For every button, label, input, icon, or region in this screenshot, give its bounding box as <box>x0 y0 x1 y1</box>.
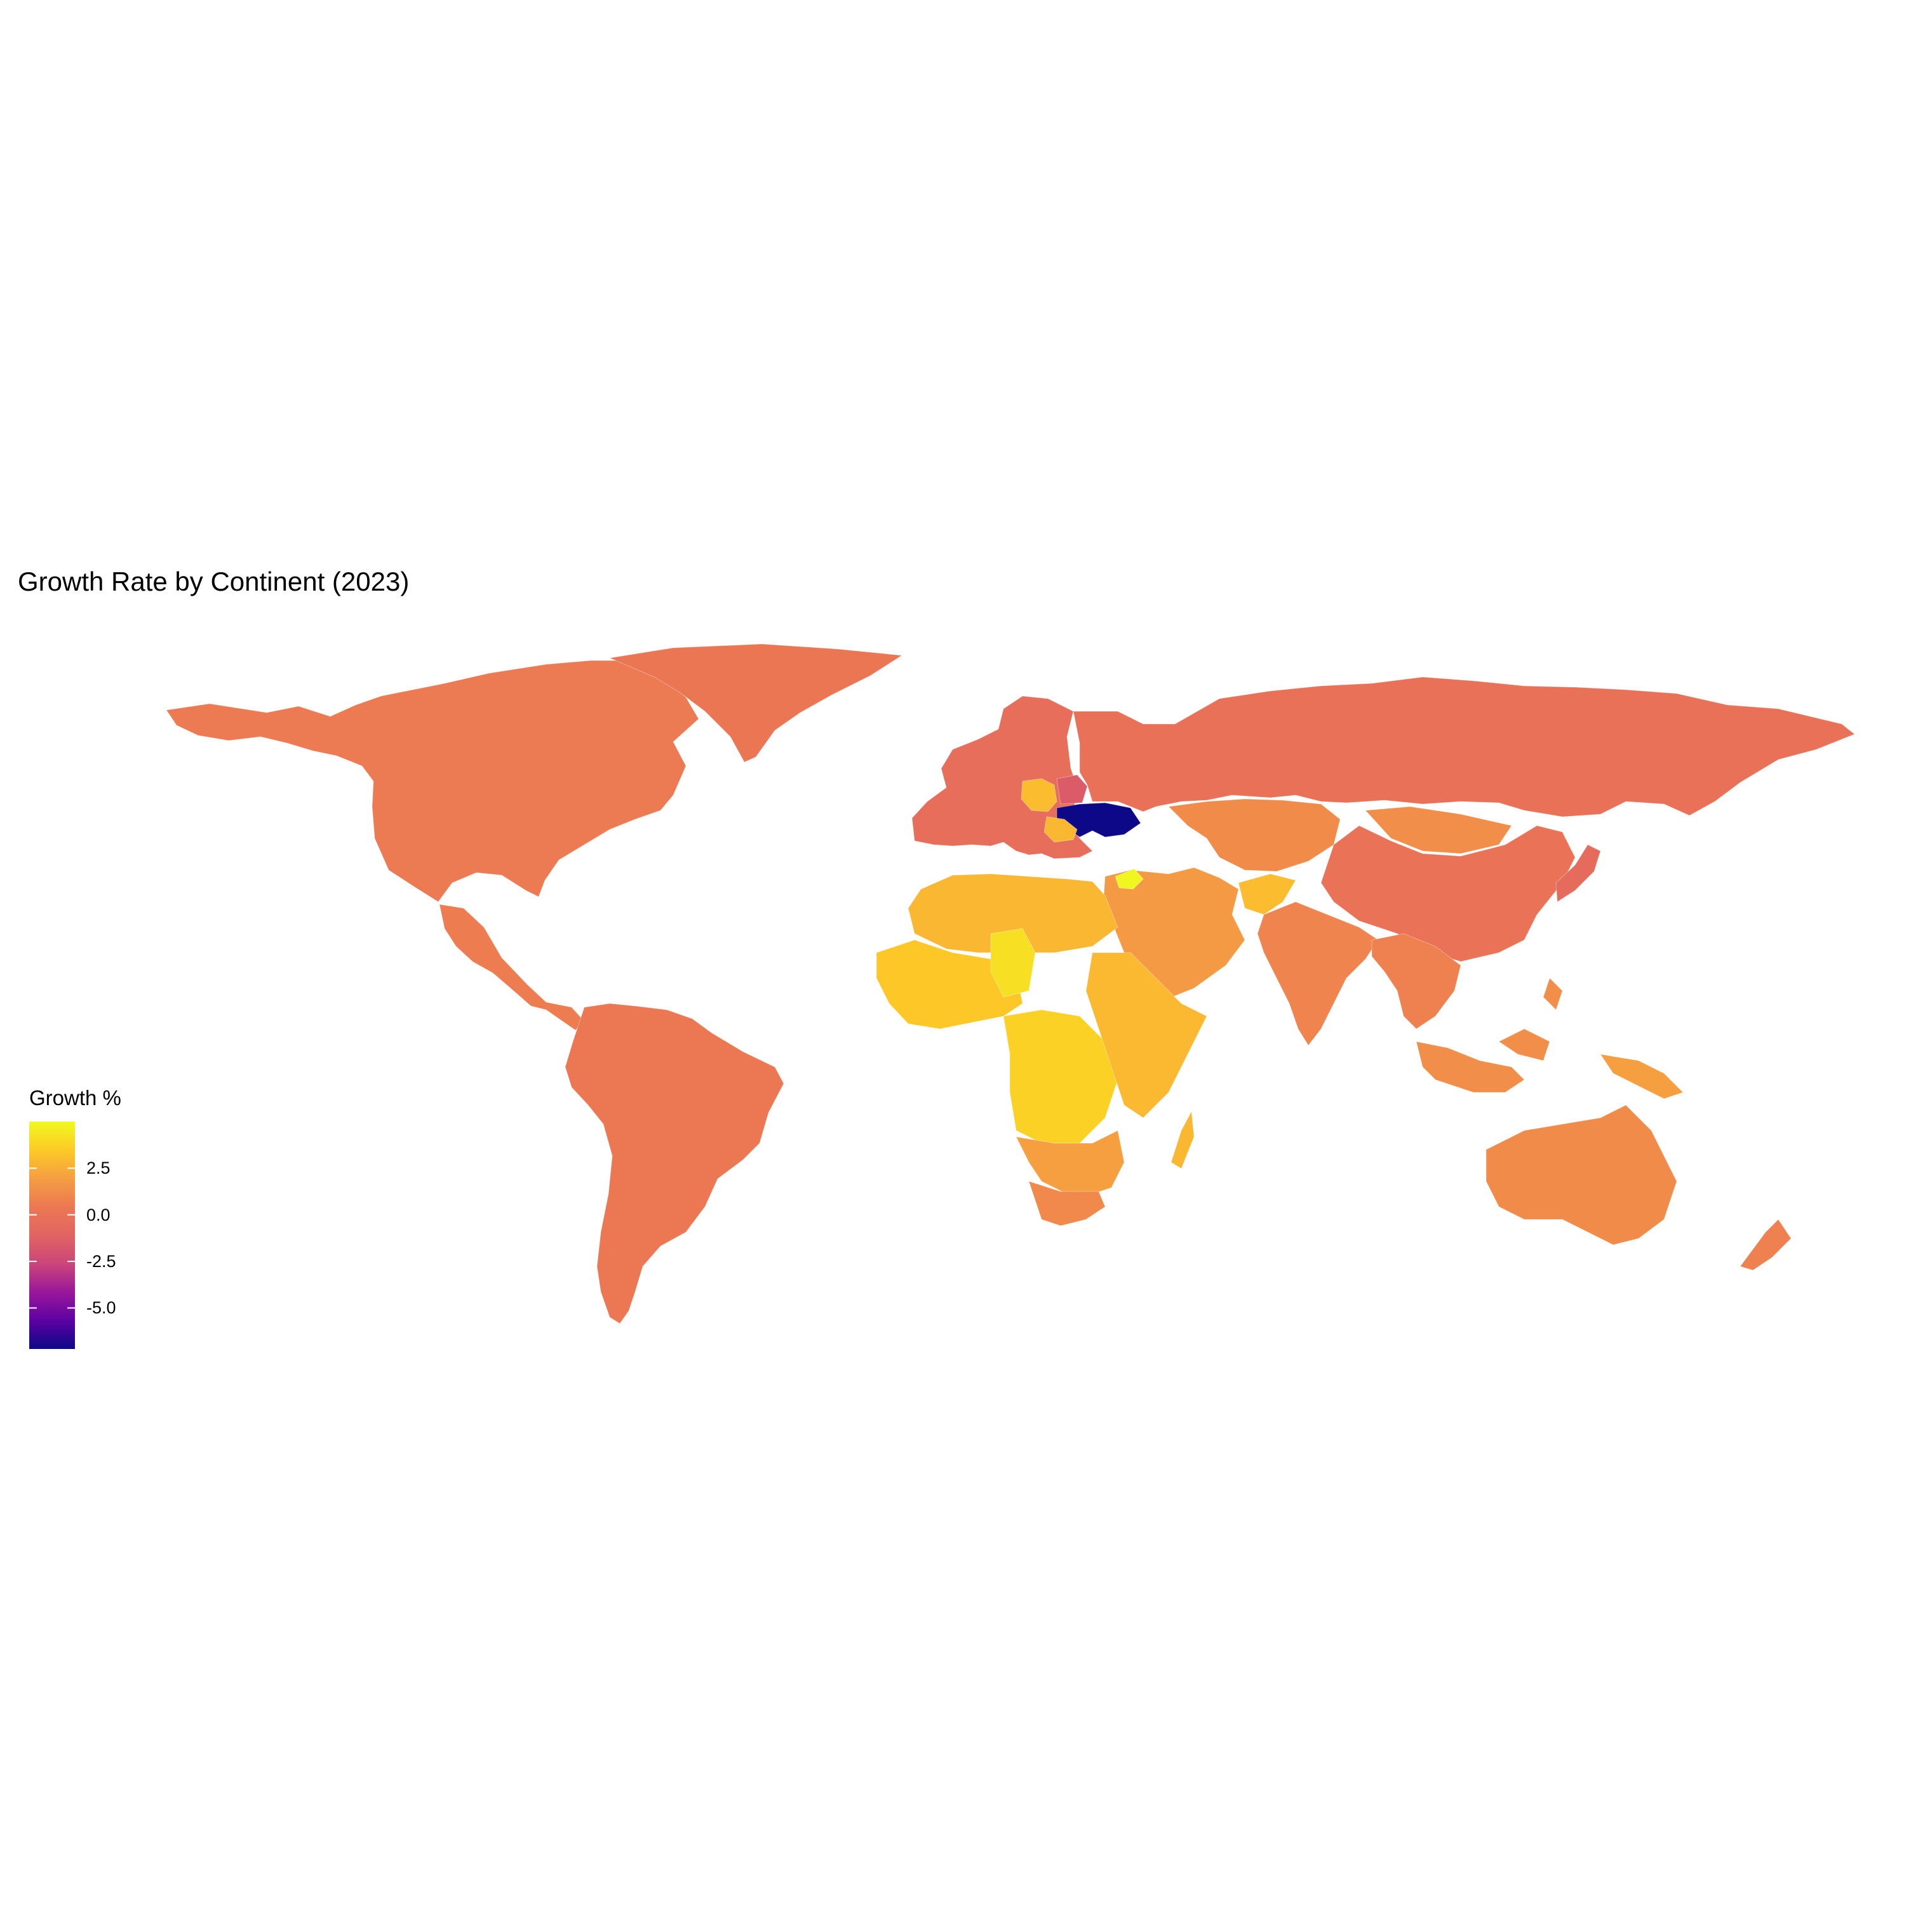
region-syria <box>1115 868 1144 890</box>
map-title: Growth Rate by Continent (2023) <box>18 567 410 596</box>
map-land <box>166 643 1855 1324</box>
region-east-africa <box>1085 952 1207 1118</box>
region-mongolia <box>1364 806 1512 854</box>
region-romania <box>1043 816 1078 843</box>
region-southern-africa <box>1016 1130 1125 1195</box>
legend-tick-label: 2.5 <box>86 1158 111 1178</box>
region-central-asia <box>1167 798 1341 872</box>
region-central-africa <box>1003 1009 1118 1144</box>
region-china <box>1320 825 1576 962</box>
region-australia <box>1486 1104 1677 1245</box>
region-north-america <box>166 660 699 902</box>
region-madagascar <box>1171 1110 1195 1169</box>
region-russia <box>1073 676 1855 817</box>
region-north-africa <box>908 873 1118 953</box>
region-south-africa <box>1028 1181 1106 1226</box>
legend-tick-label: -2.5 <box>86 1252 116 1271</box>
legend-tick-label: -5.0 <box>86 1298 116 1318</box>
region-papua-new-guinea <box>1599 1054 1684 1099</box>
legend-title: Growth % <box>29 1086 121 1110</box>
region-india <box>1257 901 1379 1046</box>
region-japan <box>1555 844 1601 902</box>
region-maritime-se-asia <box>1416 977 1563 1093</box>
region-new-zealand <box>1740 1219 1792 1271</box>
legend-ticks <box>29 1167 75 1309</box>
region-belarus <box>1056 774 1088 805</box>
region-southeast-asia <box>1371 933 1461 1030</box>
region-afghanistan <box>1238 873 1296 915</box>
legend-colorbar <box>29 1122 75 1349</box>
region-south-america <box>565 1003 784 1324</box>
legend-tick-label: 0.0 <box>86 1205 111 1224</box>
region-greenland <box>608 643 903 763</box>
region-central-america <box>439 904 585 1031</box>
legend-colorbar-group <box>29 1122 75 1349</box>
region-poland <box>1021 778 1057 812</box>
region-chad <box>990 928 1036 998</box>
